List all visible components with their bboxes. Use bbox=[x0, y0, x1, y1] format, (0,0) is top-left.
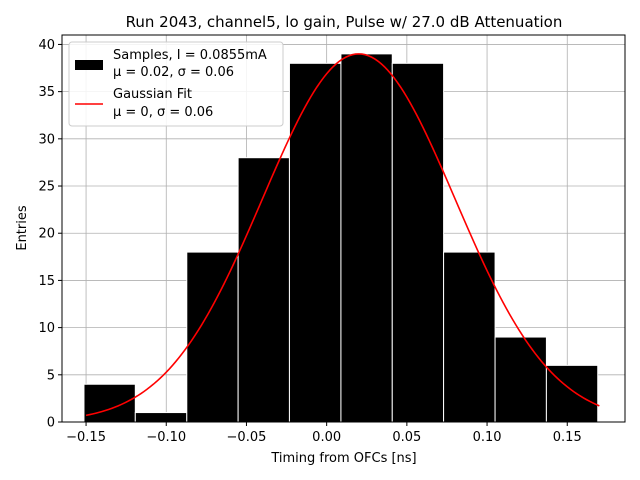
y-axis: 0 5 10 15 20 25 30 35 40 bbox=[38, 38, 62, 431]
legend-box bbox=[68, 41, 284, 127]
gaussian-fit-curve bbox=[85, 53, 600, 417]
y-tick-label: 40 bbox=[38, 38, 55, 53]
histogram-bar bbox=[545, 364, 599, 423]
x-tick-label: 0.00 bbox=[312, 430, 341, 445]
y-tick-label: 35 bbox=[38, 85, 55, 100]
y-tick-label: 5 bbox=[47, 368, 55, 383]
y-tick-label: 0 bbox=[47, 416, 55, 431]
y-tick-label: 25 bbox=[38, 180, 55, 195]
y-axis-label: Entries bbox=[15, 205, 30, 251]
y-tick-label: 30 bbox=[38, 132, 55, 147]
x-tick-label: 0.15 bbox=[553, 430, 582, 445]
x-axis-label: Timing from OFCs [ns] bbox=[270, 451, 416, 466]
legend-fit-name: Gaussian Fit bbox=[113, 87, 192, 102]
legend-fit-stats: μ = 0, σ = 0.06 bbox=[113, 105, 213, 120]
histogram-bar bbox=[391, 62, 445, 423]
x-axis: −0.15 −0.10 −0.05 0.00 0.05 0.10 0.15 bbox=[66, 422, 582, 445]
histogram-bar bbox=[288, 62, 342, 423]
histogram-bar bbox=[134, 412, 188, 423]
x-tick-label: −0.05 bbox=[227, 430, 267, 445]
legend: Samples, I = 0.0855mA μ = 0.02, σ = 0.06… bbox=[68, 41, 284, 127]
y-tick-label: 15 bbox=[38, 274, 55, 289]
histogram-bars bbox=[83, 53, 599, 423]
x-tick-label: −0.15 bbox=[66, 430, 106, 445]
x-tick-label: −0.10 bbox=[146, 430, 186, 445]
histogram-bar bbox=[443, 251, 496, 423]
y-tick-label: 10 bbox=[38, 321, 55, 336]
legend-samples-name: Samples, I = 0.0855mA bbox=[113, 48, 267, 63]
x-tick-label: 0.10 bbox=[473, 430, 502, 445]
histogram-bar bbox=[83, 383, 136, 423]
histogram-bar bbox=[494, 336, 547, 423]
histogram-bar bbox=[340, 53, 393, 423]
y-tick-label: 20 bbox=[38, 227, 55, 242]
plot-frame bbox=[61, 34, 626, 423]
x-tick-label: 0.05 bbox=[392, 430, 421, 445]
legend-samples-swatch bbox=[75, 60, 103, 70]
chart-title: Run 2043, channel5, lo gain, Pulse w/ 27… bbox=[126, 13, 563, 31]
histogram-bar bbox=[186, 251, 239, 423]
legend-samples-stats: μ = 0.02, σ = 0.06 bbox=[113, 65, 234, 80]
